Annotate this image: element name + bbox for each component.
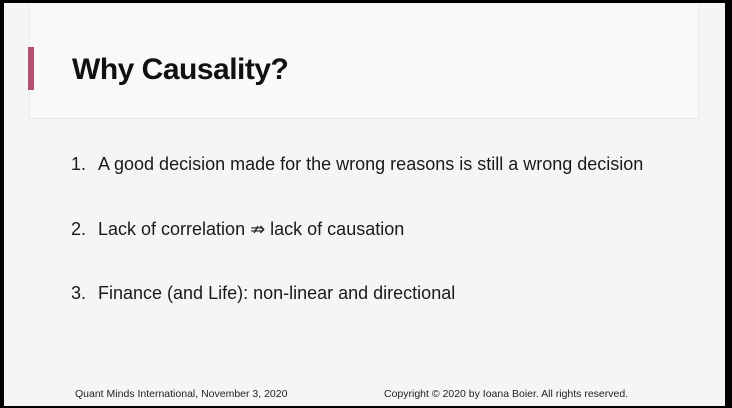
footer-copyright: Copyright © 2020 by Ioana Boier. All rig… — [384, 388, 629, 400]
list-item-text: Lack of correlation ⇏ lack of causation — [98, 219, 405, 239]
list-item: 1. A good decision made for the wrong rea… — [71, 153, 643, 175]
list-item-number: 3. — [71, 283, 87, 303]
list-item-text: Finance (and Life): non-linear and direc… — [98, 283, 456, 303]
title-accent-bar — [28, 47, 34, 90]
list-item-number: 2. — [71, 219, 87, 239]
footer-event: Quant Minds International, November 3, 2… — [75, 388, 288, 400]
title-card — [29, 4, 699, 119]
list-item: 3. Finance (and Life): non-linear and dir… — [71, 282, 455, 304]
list-item-text: A good decision made for the wrong reaso… — [98, 154, 644, 174]
list-item-number: 1. — [71, 154, 87, 174]
slide-title: Why Causality? — [72, 53, 289, 86]
list-item: 2. Lack of correlation ⇏ lack of causatio… — [71, 218, 404, 240]
